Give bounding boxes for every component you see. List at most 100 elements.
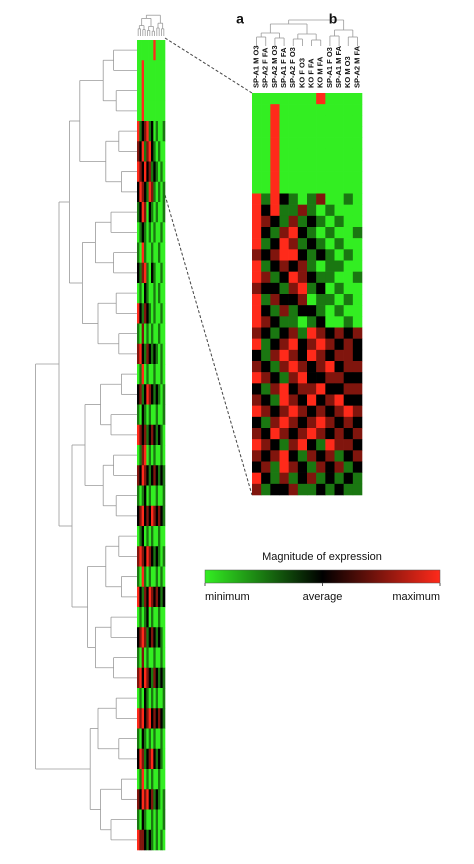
heatmap-cell <box>137 445 140 466</box>
heatmap-cell <box>279 472 289 485</box>
heatmap-cell <box>270 148 280 161</box>
heatmap-cell <box>261 204 271 217</box>
column-label: KO F O3 <box>297 58 306 88</box>
heatmap-cell <box>160 708 163 729</box>
heatmap-cell <box>352 383 363 395</box>
heatmap-cell <box>144 343 147 365</box>
heatmap-cell <box>148 121 152 142</box>
heatmap-cell <box>146 100 149 122</box>
heatmap-cell <box>307 193 317 205</box>
heatmap-cell <box>144 181 147 203</box>
heatmap-cell <box>162 100 166 122</box>
heatmap-cell <box>146 262 149 284</box>
heatmap-cell <box>270 249 280 261</box>
heatmap-cell <box>162 323 166 345</box>
heatmap-cell <box>144 100 147 122</box>
heatmap-cell <box>153 384 156 405</box>
heatmap-cell <box>153 546 156 567</box>
heatmap-cell <box>139 627 142 648</box>
heatmap-cell <box>316 271 326 284</box>
heatmap-cell <box>141 526 145 547</box>
heatmap-cell <box>252 383 262 395</box>
heatmap-cell <box>343 227 354 239</box>
heatmap-cell <box>252 215 262 228</box>
heatmap-cell <box>288 238 299 250</box>
heatmap-cell <box>352 394 363 406</box>
heatmap-cell <box>334 416 344 429</box>
heatmap-cell <box>160 222 163 243</box>
heatmap-cell <box>297 260 308 272</box>
heatmap-cell <box>155 141 159 162</box>
heatmap-cell <box>252 450 262 462</box>
heatmap-cell <box>146 80 149 102</box>
heatmap-cell <box>151 141 154 162</box>
heatmap-cell <box>162 566 166 588</box>
heatmap-cell <box>139 80 142 102</box>
heatmap-cell <box>155 465 159 486</box>
heatmap-cell <box>252 260 262 272</box>
heatmap-cell <box>148 667 152 689</box>
heatmap-cell <box>279 461 289 473</box>
heatmap-cell <box>352 416 363 429</box>
heatmap-cell <box>144 283 147 304</box>
heatmap-cell <box>155 809 159 831</box>
heatmap-cell <box>137 283 140 304</box>
heatmap-cell <box>158 283 161 304</box>
heatmap-cell <box>325 316 335 328</box>
heatmap-cell <box>155 789 159 810</box>
heatmap-cell <box>252 305 262 317</box>
heatmap-cell <box>288 115 299 127</box>
heatmap-cell <box>153 121 156 142</box>
heatmap-cell <box>146 728 149 750</box>
heatmap-cell <box>158 364 161 385</box>
heatmap-cell <box>139 202 142 223</box>
heatmap-cell <box>343 316 354 328</box>
heatmap-cell <box>352 327 363 339</box>
heatmap-cell <box>139 526 142 547</box>
heatmap-cell <box>146 181 149 203</box>
heatmap-cell <box>155 242 159 264</box>
heatmap-cell <box>160 627 163 648</box>
heatmap-cell <box>334 316 344 328</box>
heatmap-cell <box>288 327 299 339</box>
heatmap-cell <box>334 349 344 362</box>
heatmap-cell <box>316 215 326 228</box>
heatmap-cell <box>334 338 344 351</box>
heatmap-cell <box>252 361 262 373</box>
heatmap-cell <box>307 137 317 150</box>
heatmap-cell <box>261 439 271 451</box>
heatmap-cell <box>160 465 163 486</box>
heatmap-cell <box>270 160 280 172</box>
heatmap-cell <box>343 439 354 451</box>
heatmap-cell <box>144 728 147 750</box>
heatmap-cell <box>352 160 363 172</box>
heatmap-cell <box>146 60 149 81</box>
heatmap-cell <box>162 424 166 446</box>
heatmap-cell <box>297 126 308 138</box>
heatmap-cell <box>144 526 147 547</box>
heatmap-cell <box>144 40 147 61</box>
heatmap-cell <box>137 586 140 608</box>
heatmap-cell <box>162 283 166 304</box>
heatmap-cell <box>297 148 308 161</box>
heatmap-cell <box>151 161 154 183</box>
heatmap-cell <box>352 338 363 351</box>
heatmap-cell <box>297 104 308 116</box>
heatmap-cell <box>334 483 344 496</box>
heatmap-cell <box>307 126 317 138</box>
heatmap-cell <box>139 647 142 669</box>
heatmap-cell <box>279 204 289 217</box>
heatmap-cell <box>139 181 142 203</box>
heatmap-cell <box>297 483 308 496</box>
heatmap-cell <box>343 171 354 183</box>
heatmap-cell <box>141 121 145 142</box>
heatmap-cell <box>139 789 142 810</box>
heatmap-cell <box>270 182 280 194</box>
heatmap-cell <box>141 627 145 648</box>
heatmap-cell <box>162 80 166 102</box>
heatmap-cell <box>288 160 299 172</box>
heatmap-cell <box>162 829 166 851</box>
heatmap-cell <box>158 445 161 466</box>
heatmap-cell <box>137 262 140 284</box>
heatmap-cell <box>153 364 156 385</box>
